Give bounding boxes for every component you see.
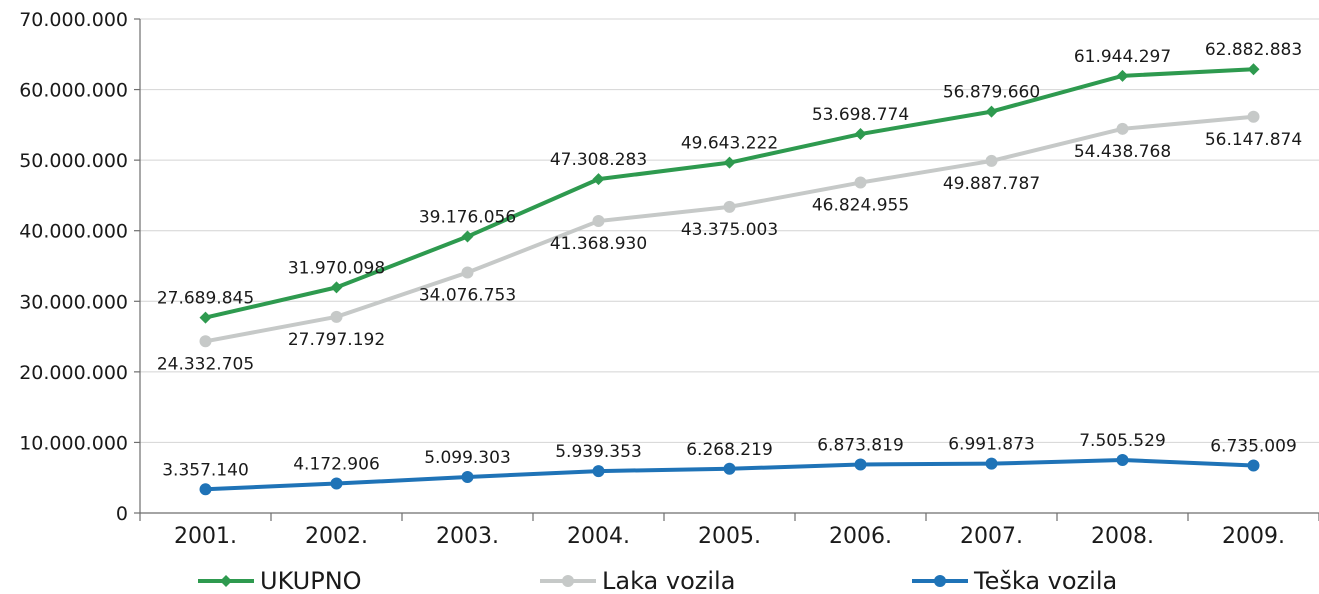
legend-label: Laka vozila bbox=[602, 567, 735, 594]
data-label: 5.939.353 bbox=[555, 442, 642, 462]
y-tick-label: 30.000.000 bbox=[19, 291, 128, 313]
y-tick-label: 20.000.000 bbox=[19, 362, 128, 384]
data-label: 27.689.845 bbox=[157, 289, 254, 309]
data-label: 53.698.774 bbox=[812, 105, 909, 125]
legend-label: UKUPNO bbox=[260, 567, 362, 594]
data-label: 62.882.883 bbox=[1205, 40, 1302, 60]
data-point bbox=[199, 335, 212, 348]
data-point bbox=[985, 457, 998, 470]
data-point bbox=[592, 465, 605, 478]
data-label: 56.147.874 bbox=[1205, 130, 1302, 150]
data-point bbox=[985, 154, 998, 167]
data-point bbox=[1247, 110, 1260, 123]
data-label: 7.505.529 bbox=[1079, 431, 1166, 451]
data-label: 6.991.873 bbox=[948, 435, 1035, 455]
data-label: 31.970.098 bbox=[288, 258, 385, 278]
data-point bbox=[1116, 454, 1129, 467]
legend: UKUPNO Laka vozila Teška vozila bbox=[198, 567, 1117, 594]
y-tick-label: 40.000.000 bbox=[19, 221, 128, 243]
data-point bbox=[1247, 459, 1260, 472]
data-point bbox=[723, 200, 736, 213]
x-tick-label: 2008. bbox=[1091, 524, 1154, 549]
data-label: 54.438.768 bbox=[1074, 142, 1171, 162]
data-point bbox=[461, 471, 474, 484]
data-label: 47.308.283 bbox=[550, 150, 647, 170]
data-point bbox=[592, 173, 605, 186]
legend-label: Teška vozila bbox=[973, 567, 1117, 594]
data-point bbox=[461, 230, 474, 243]
data-label: 46.824.955 bbox=[812, 196, 909, 216]
legend-marker bbox=[220, 575, 232, 587]
data-label: 49.643.222 bbox=[681, 134, 778, 154]
data-point bbox=[723, 462, 736, 475]
legend-marker bbox=[562, 575, 574, 587]
legend-marker bbox=[934, 575, 946, 587]
legend-item: UKUPNO bbox=[198, 567, 362, 594]
data-point bbox=[330, 310, 343, 323]
data-label: 5.099.303 bbox=[424, 448, 511, 468]
data-point bbox=[854, 176, 867, 189]
x-tick-label: 2002. bbox=[305, 524, 368, 549]
data-label: 6.268.219 bbox=[686, 440, 773, 460]
data-point bbox=[461, 266, 474, 279]
data-point bbox=[1247, 63, 1260, 76]
data-label: 27.797.192 bbox=[288, 330, 385, 350]
y-tick-label: 0 bbox=[116, 503, 128, 525]
x-tick-label: 2007. bbox=[960, 524, 1023, 549]
data-point bbox=[854, 128, 867, 141]
y-tick-label: 10.000.000 bbox=[19, 432, 128, 454]
data-point bbox=[1116, 69, 1129, 82]
data-label: 3.357.140 bbox=[162, 460, 249, 480]
series-line bbox=[203, 67, 1256, 320]
data-point bbox=[199, 483, 212, 496]
legend-item: Teška vozila bbox=[912, 567, 1117, 594]
data-label: 4.172.906 bbox=[293, 455, 380, 475]
data-label: 6.735.009 bbox=[1210, 436, 1297, 456]
data-point bbox=[723, 156, 736, 169]
y-tick-label: 60.000.000 bbox=[19, 80, 128, 102]
legend-item: Laka vozila bbox=[540, 567, 735, 594]
series-group bbox=[199, 63, 1260, 496]
x-tick-label: 2004. bbox=[567, 524, 630, 549]
data-point bbox=[330, 281, 343, 294]
data-label: 61.944.297 bbox=[1074, 47, 1171, 67]
axes: 0 10.000.000 20.000.000 30.000.000 40.000.00… bbox=[19, 9, 1319, 549]
x-tick-label: 2005. bbox=[698, 524, 761, 549]
data-point bbox=[592, 215, 605, 228]
x-tick-label: 2003. bbox=[436, 524, 499, 549]
x-tick-label: 2006. bbox=[829, 524, 892, 549]
data-point bbox=[330, 477, 343, 490]
data-label: 49.887.787 bbox=[943, 174, 1040, 194]
data-point bbox=[854, 458, 867, 471]
data-label: 41.368.930 bbox=[550, 234, 647, 254]
data-point bbox=[985, 105, 998, 118]
x-tick-label: 2001. bbox=[174, 524, 237, 549]
y-tick-label: 50.000.000 bbox=[19, 150, 128, 172]
data-label: 56.879.660 bbox=[943, 83, 1040, 103]
data-label: 6.873.819 bbox=[817, 435, 904, 455]
data-label: 43.375.003 bbox=[681, 220, 778, 240]
data-point bbox=[199, 311, 212, 324]
data-label: 34.076.753 bbox=[419, 286, 516, 306]
y-tick-label: 70.000.000 bbox=[19, 9, 128, 31]
data-labels: 27.689.845 31.970.098 39.176.056 47.308.283… bbox=[157, 40, 1302, 480]
data-label: 39.176.056 bbox=[419, 208, 516, 228]
x-tick-label: 2009. bbox=[1222, 524, 1285, 549]
data-label: 24.332.705 bbox=[157, 354, 254, 374]
data-point bbox=[1116, 122, 1129, 135]
